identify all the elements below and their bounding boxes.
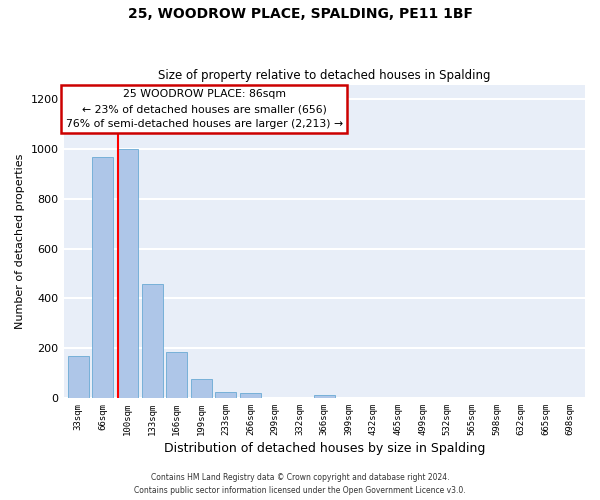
- Bar: [117, 149, 138, 398]
- Text: 25 WOODROW PLACE: 86sqm
← 23% of detached houses are smaller (656)
76% of semi-d: 25 WOODROW PLACE: 86sqm ← 23% of detache…: [66, 90, 343, 129]
- Bar: [191, 380, 212, 398]
- Bar: [314, 396, 335, 398]
- Bar: [166, 352, 187, 398]
- Bar: [215, 392, 236, 398]
- Bar: [240, 394, 261, 398]
- Text: Contains HM Land Registry data © Crown copyright and database right 2024.
Contai: Contains HM Land Registry data © Crown c…: [134, 474, 466, 495]
- Title: Size of property relative to detached houses in Spalding: Size of property relative to detached ho…: [158, 69, 491, 82]
- Bar: [142, 284, 163, 398]
- Text: 25, WOODROW PLACE, SPALDING, PE11 1BF: 25, WOODROW PLACE, SPALDING, PE11 1BF: [128, 8, 473, 22]
- Y-axis label: Number of detached properties: Number of detached properties: [15, 154, 25, 329]
- X-axis label: Distribution of detached houses by size in Spalding: Distribution of detached houses by size …: [164, 442, 485, 455]
- Bar: [92, 156, 113, 398]
- Bar: [68, 356, 89, 398]
